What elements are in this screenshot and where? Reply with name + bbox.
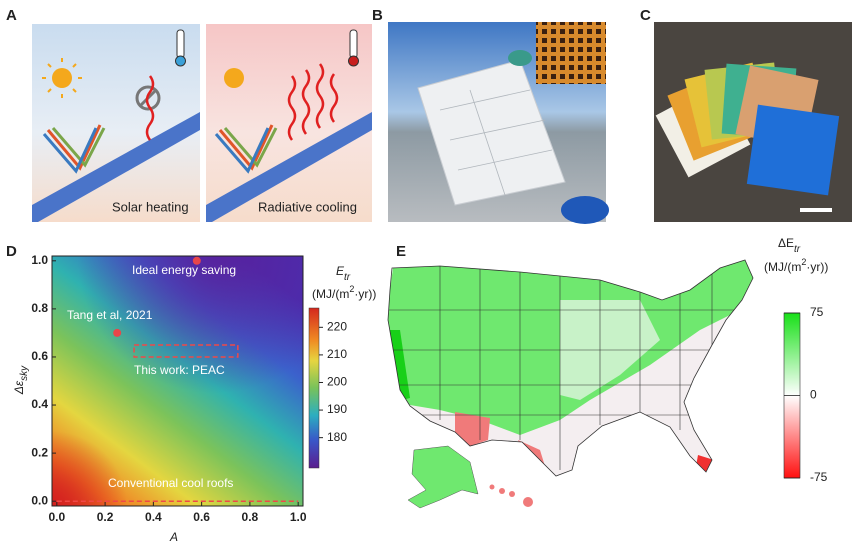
heatmap-field (52, 256, 303, 506)
y-axis-label-sub: sky (19, 365, 30, 381)
panel-b (388, 22, 609, 224)
scene-background (206, 24, 372, 222)
caption: Radiative cooling (258, 199, 357, 214)
annotation: Ideal energy saving (132, 263, 236, 277)
colorbar-unit: (MJ/(m2·yr)) (312, 284, 376, 301)
peac-region (133, 344, 239, 358)
x-tick-label: 0.0 (48, 510, 65, 524)
scene-background (32, 24, 200, 222)
colorbar-tick-label: 75 (810, 305, 824, 319)
thermometer (176, 29, 185, 59)
panel-label: D (6, 243, 17, 260)
unit: ·yr)) (806, 260, 828, 274)
us-outline (387, 259, 754, 477)
alaska (407, 445, 479, 509)
x-tick-label: 0.8 (242, 510, 259, 524)
map-region (455, 412, 490, 446)
solar-arrows (214, 124, 278, 174)
x-tick-label: 0.4 (145, 510, 162, 524)
colorbar-title-main: E (336, 264, 345, 278)
y-tick-label: 1.0 (31, 253, 48, 267)
colorbar-tick-label: -75 (810, 470, 828, 484)
y-axis-label: Δεsky (12, 365, 29, 395)
panel-label: C (640, 7, 651, 24)
colorbar-unit: (MJ/(m2·yr)) (764, 257, 828, 274)
annotation: Conventional cool roofs (108, 476, 233, 490)
y-tick-label: 0.0 (31, 493, 48, 507)
panel-c (654, 22, 852, 222)
colorbar-title-main: ΔE (778, 236, 794, 250)
sun (52, 68, 72, 88)
colorbar-title-sub: tr (794, 244, 801, 255)
x-tick-label: 0.2 (97, 510, 114, 524)
colorbar (308, 307, 320, 469)
x-axis-label: A (169, 530, 178, 544)
blocked-symbol (135, 85, 161, 111)
solar-arrows (42, 124, 106, 174)
panel-d: Ideal energy saving Tang et al, 2021 Thi… (12, 255, 376, 544)
panel-label: E (396, 243, 406, 260)
data-point (192, 256, 201, 265)
unit: (MJ/(m (764, 260, 801, 274)
colorbar-title: ΔEtr (778, 236, 801, 254)
annotation: Tang et al, 2021 (67, 308, 153, 322)
heatmap-fill (52, 256, 303, 506)
thermal-waves (287, 63, 339, 141)
glove (561, 196, 609, 224)
unit: (MJ/(m (312, 287, 349, 301)
sun-rays (42, 58, 82, 98)
unit-sup: 2 (349, 284, 354, 294)
panel-e: ΔEtr (MJ/(m2·yr)) (387, 236, 828, 509)
colorbar-tick-label: 210 (327, 347, 347, 361)
thermal-wave (145, 75, 155, 141)
panel-label: A (6, 7, 17, 24)
scale-bar (800, 208, 832, 212)
colorbar-title-sub: tr (344, 272, 351, 283)
map-region (388, 330, 410, 400)
y-axis-label-main: Δε (12, 380, 26, 395)
colorbar-tick-label: 190 (327, 402, 347, 416)
caption: Solar heating (112, 199, 189, 214)
colorbar-title: Etr (336, 264, 351, 282)
y-tick-label: 0.4 (31, 397, 48, 411)
surface (206, 112, 372, 222)
hawaii (489, 484, 533, 507)
unit-sup: 2 (801, 257, 806, 267)
colorbar-tick-label: 220 (327, 319, 347, 333)
x-tick-label: 0.6 (193, 510, 210, 524)
y-tick-label: 0.2 (31, 445, 48, 459)
panel-a: Solar heating Radiative cooling (32, 24, 372, 222)
colorbar-tick-label: 0 (810, 388, 817, 402)
sun (224, 68, 244, 88)
film-texture (439, 89, 553, 196)
glove (508, 50, 532, 66)
annotation: This work: PEAC (134, 363, 225, 377)
thermometer (349, 29, 358, 59)
x-tick-label: 1.0 (290, 510, 307, 524)
surface (32, 112, 200, 222)
sample (746, 104, 840, 196)
y-tick-label: 0.6 (31, 349, 48, 363)
y-tick-label: 0.8 (31, 301, 48, 315)
unit: ·yr)) (354, 287, 376, 301)
colorbar-tick-label: 180 (327, 430, 347, 444)
data-point (113, 328, 122, 337)
thermometer (348, 55, 359, 67)
thermometer (175, 55, 186, 67)
film (417, 59, 566, 206)
plot-frame (51, 255, 304, 507)
microscope-inset (536, 22, 606, 84)
panel-label: B (372, 7, 383, 24)
colorbar-tick-label: 200 (327, 375, 347, 389)
